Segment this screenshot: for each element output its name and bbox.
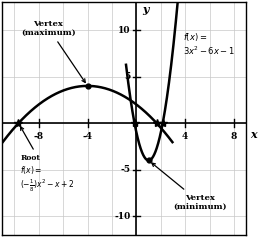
Text: Vertex
(minimum): Vertex (minimum) [152, 163, 227, 211]
Text: -10: -10 [114, 212, 130, 221]
Text: 5: 5 [124, 72, 130, 81]
Text: Root
$f(x) =$
$(-\frac{1}{8})x^2 - x + 2$: Root $f(x) =$ $(-\frac{1}{8})x^2 - x + 2… [20, 127, 75, 194]
Text: -5: -5 [120, 165, 130, 174]
Text: -4: -4 [83, 132, 93, 141]
Text: -8: -8 [34, 132, 44, 141]
Text: 8: 8 [231, 132, 237, 141]
Text: 10: 10 [118, 26, 130, 35]
Text: $f(x) =$
$3x^2 - 6x - 1$: $f(x) =$ $3x^2 - 6x - 1$ [183, 31, 235, 57]
Text: x: x [250, 129, 256, 140]
Text: 4: 4 [182, 132, 188, 141]
Text: y: y [142, 4, 149, 15]
Text: Vertex
(maximum): Vertex (maximum) [21, 20, 85, 82]
